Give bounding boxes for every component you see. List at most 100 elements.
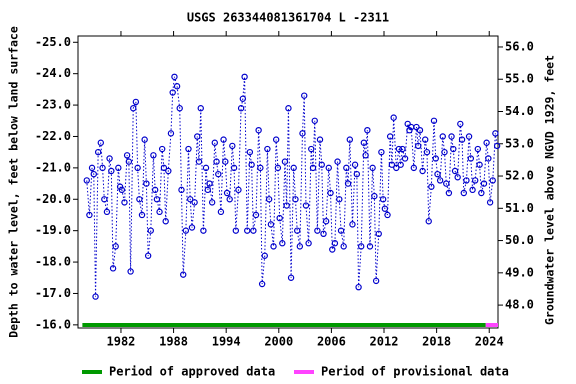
data-point (415, 142, 422, 150)
y2-tick-label: 56.0 (505, 39, 534, 53)
x-tick-label: 2000 (264, 335, 293, 349)
data-point (457, 120, 464, 128)
data-point (287, 274, 295, 281)
data-point (379, 196, 387, 203)
data-point (108, 167, 115, 175)
data-point (97, 139, 104, 146)
chart-title: USGS 263344081361704 L -2311 (187, 11, 389, 25)
y2-tick-label: 49.0 (505, 265, 534, 279)
data-point (265, 196, 273, 203)
y-tick-label: -21.0 (35, 160, 71, 174)
data-point (309, 164, 317, 172)
data-point (422, 136, 429, 143)
data-point (492, 130, 499, 137)
data-point (463, 177, 470, 184)
data-point (223, 189, 231, 197)
data-point (416, 126, 424, 134)
data-point (301, 92, 308, 99)
data-point (369, 164, 376, 172)
data-point (276, 214, 283, 222)
data-point (290, 164, 297, 172)
data-point (132, 98, 140, 106)
data-point (486, 199, 494, 206)
data-point (311, 117, 318, 124)
data-point (404, 120, 411, 128)
data-point (83, 177, 90, 184)
data-point (413, 123, 420, 131)
x-tick-label: 1988 (159, 335, 188, 349)
y2-tick-label: 53.0 (505, 136, 534, 150)
data-point (92, 293, 99, 300)
data-point (230, 164, 238, 172)
data-point (334, 158, 341, 165)
x-tick-label: 1994 (212, 335, 241, 349)
data-point (302, 202, 310, 209)
data-point (393, 164, 400, 172)
data-point (325, 164, 332, 172)
data-point (305, 240, 312, 247)
data-point (360, 139, 368, 146)
data-point (194, 133, 201, 140)
data-point (127, 268, 134, 275)
data-point (106, 155, 113, 162)
data-point (336, 196, 343, 203)
data-point (123, 152, 131, 159)
data-point (116, 183, 124, 190)
data-point (204, 186, 211, 194)
data-point (344, 180, 352, 187)
y2-tick-label: 54.0 (505, 104, 534, 118)
data-point (419, 167, 426, 175)
data-point (371, 192, 378, 200)
data-point (355, 283, 362, 291)
data-point (250, 227, 257, 234)
data-point (151, 186, 159, 194)
data-point (206, 180, 213, 187)
data-point (299, 130, 306, 137)
data-point (86, 211, 93, 219)
data-point (476, 161, 483, 168)
data-point (346, 136, 354, 143)
data-point (458, 136, 466, 143)
data-point (493, 142, 501, 150)
y-tick-label: -22.0 (35, 129, 71, 143)
y-tick-label: -19.0 (35, 223, 71, 237)
data-point (480, 180, 488, 187)
data-point (327, 189, 334, 197)
data-point (88, 164, 96, 172)
data-point (436, 177, 444, 184)
data-point (182, 227, 190, 234)
data-point (138, 211, 146, 219)
data-point (322, 218, 330, 225)
data-point (329, 246, 336, 253)
data-point (388, 161, 396, 168)
data-point (258, 280, 266, 288)
data-point (465, 133, 473, 140)
data-point (90, 170, 97, 178)
data-point (351, 161, 359, 168)
data-point (472, 177, 479, 184)
data-point (337, 227, 345, 234)
data-point (320, 230, 327, 238)
data-point (255, 126, 262, 134)
data-point (147, 227, 154, 234)
data-point (349, 221, 356, 228)
data-point (451, 167, 459, 175)
x-tick-label: 1982 (107, 335, 136, 349)
data-point (272, 136, 280, 143)
data-point (450, 145, 457, 153)
data-point (241, 73, 248, 81)
data-point (257, 164, 264, 172)
y-tick-label: -23.0 (35, 98, 71, 112)
data-point (169, 89, 176, 96)
data-point (375, 230, 382, 238)
data-point (130, 105, 137, 112)
data-point (469, 186, 476, 194)
y-tick-label: -20.0 (35, 192, 71, 206)
data-point (171, 73, 178, 81)
data-point (292, 196, 299, 203)
data-point (467, 155, 475, 162)
data-point (406, 126, 413, 134)
data-point (197, 105, 204, 112)
y-tick-label: -16.0 (35, 317, 71, 331)
